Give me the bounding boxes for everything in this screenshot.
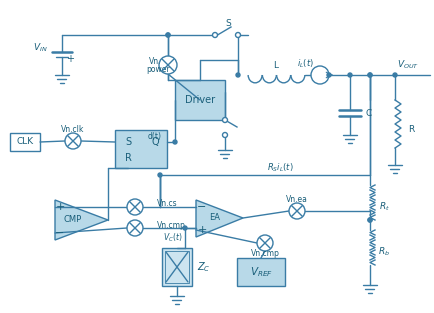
- Circle shape: [310, 66, 328, 84]
- Text: $V_C(t)$: $V_C(t)$: [163, 232, 182, 244]
- Circle shape: [222, 117, 227, 122]
- Text: C: C: [365, 109, 372, 117]
- Text: $R_t$: $R_t$: [378, 201, 388, 213]
- Circle shape: [367, 218, 371, 222]
- Text: Vn.: Vn.: [148, 57, 161, 65]
- Text: −: −: [55, 228, 65, 238]
- Text: Vn.ea: Vn.ea: [286, 196, 307, 204]
- Circle shape: [235, 33, 240, 38]
- Bar: [174, 80, 224, 120]
- Circle shape: [367, 73, 371, 77]
- Circle shape: [127, 199, 143, 215]
- Text: $V_{OUT}$: $V_{OUT}$: [396, 59, 418, 71]
- Circle shape: [173, 140, 177, 144]
- Bar: [10, 133, 40, 151]
- Text: Vn.cmp: Vn.cmp: [157, 220, 185, 229]
- Text: Q: Q: [151, 137, 158, 147]
- Text: S: S: [125, 137, 131, 147]
- Text: $i_L(t)$: $i_L(t)$: [296, 58, 313, 70]
- Circle shape: [392, 73, 396, 77]
- Circle shape: [166, 33, 170, 37]
- Circle shape: [65, 133, 81, 149]
- Text: CMP: CMP: [64, 215, 82, 224]
- Circle shape: [367, 218, 371, 222]
- Circle shape: [326, 73, 330, 77]
- Circle shape: [222, 132, 227, 137]
- Bar: [164, 251, 188, 283]
- Circle shape: [212, 33, 217, 38]
- Circle shape: [127, 220, 143, 236]
- Circle shape: [183, 226, 187, 230]
- Text: −: −: [197, 202, 206, 212]
- Text: +: +: [197, 225, 206, 235]
- Text: EA: EA: [209, 213, 220, 223]
- Text: L: L: [273, 60, 278, 69]
- Text: CLK: CLK: [16, 137, 33, 146]
- Bar: [237, 258, 284, 286]
- Text: $R_b$: $R_b$: [377, 246, 389, 258]
- Text: +: +: [55, 202, 65, 212]
- Text: R: R: [407, 126, 413, 135]
- Text: d(t): d(t): [148, 132, 161, 141]
- Circle shape: [347, 73, 351, 77]
- Text: $V_{REF}$: $V_{REF}$: [249, 265, 272, 279]
- Bar: [115, 130, 167, 168]
- Text: $V_{IN}$: $V_{IN}$: [33, 42, 48, 54]
- Text: +: +: [66, 54, 74, 64]
- Text: power: power: [146, 65, 169, 74]
- Polygon shape: [196, 200, 243, 237]
- Text: R: R: [124, 153, 131, 163]
- Text: Vn.cs: Vn.cs: [157, 199, 177, 208]
- Text: Vn.cmp: Vn.cmp: [250, 249, 279, 259]
- Circle shape: [367, 73, 371, 77]
- Text: $R_Si_L(t)$: $R_Si_L(t)$: [266, 162, 293, 174]
- Text: S: S: [225, 19, 230, 28]
- Circle shape: [288, 203, 304, 219]
- Text: $Z_C$: $Z_C$: [197, 260, 210, 274]
- Polygon shape: [55, 200, 108, 240]
- Circle shape: [158, 173, 161, 177]
- Circle shape: [159, 56, 177, 74]
- Circle shape: [236, 73, 240, 77]
- Circle shape: [166, 33, 170, 37]
- Circle shape: [256, 235, 273, 251]
- Text: Vn.clk: Vn.clk: [61, 126, 85, 135]
- Bar: [161, 248, 191, 286]
- Text: Driver: Driver: [184, 95, 214, 105]
